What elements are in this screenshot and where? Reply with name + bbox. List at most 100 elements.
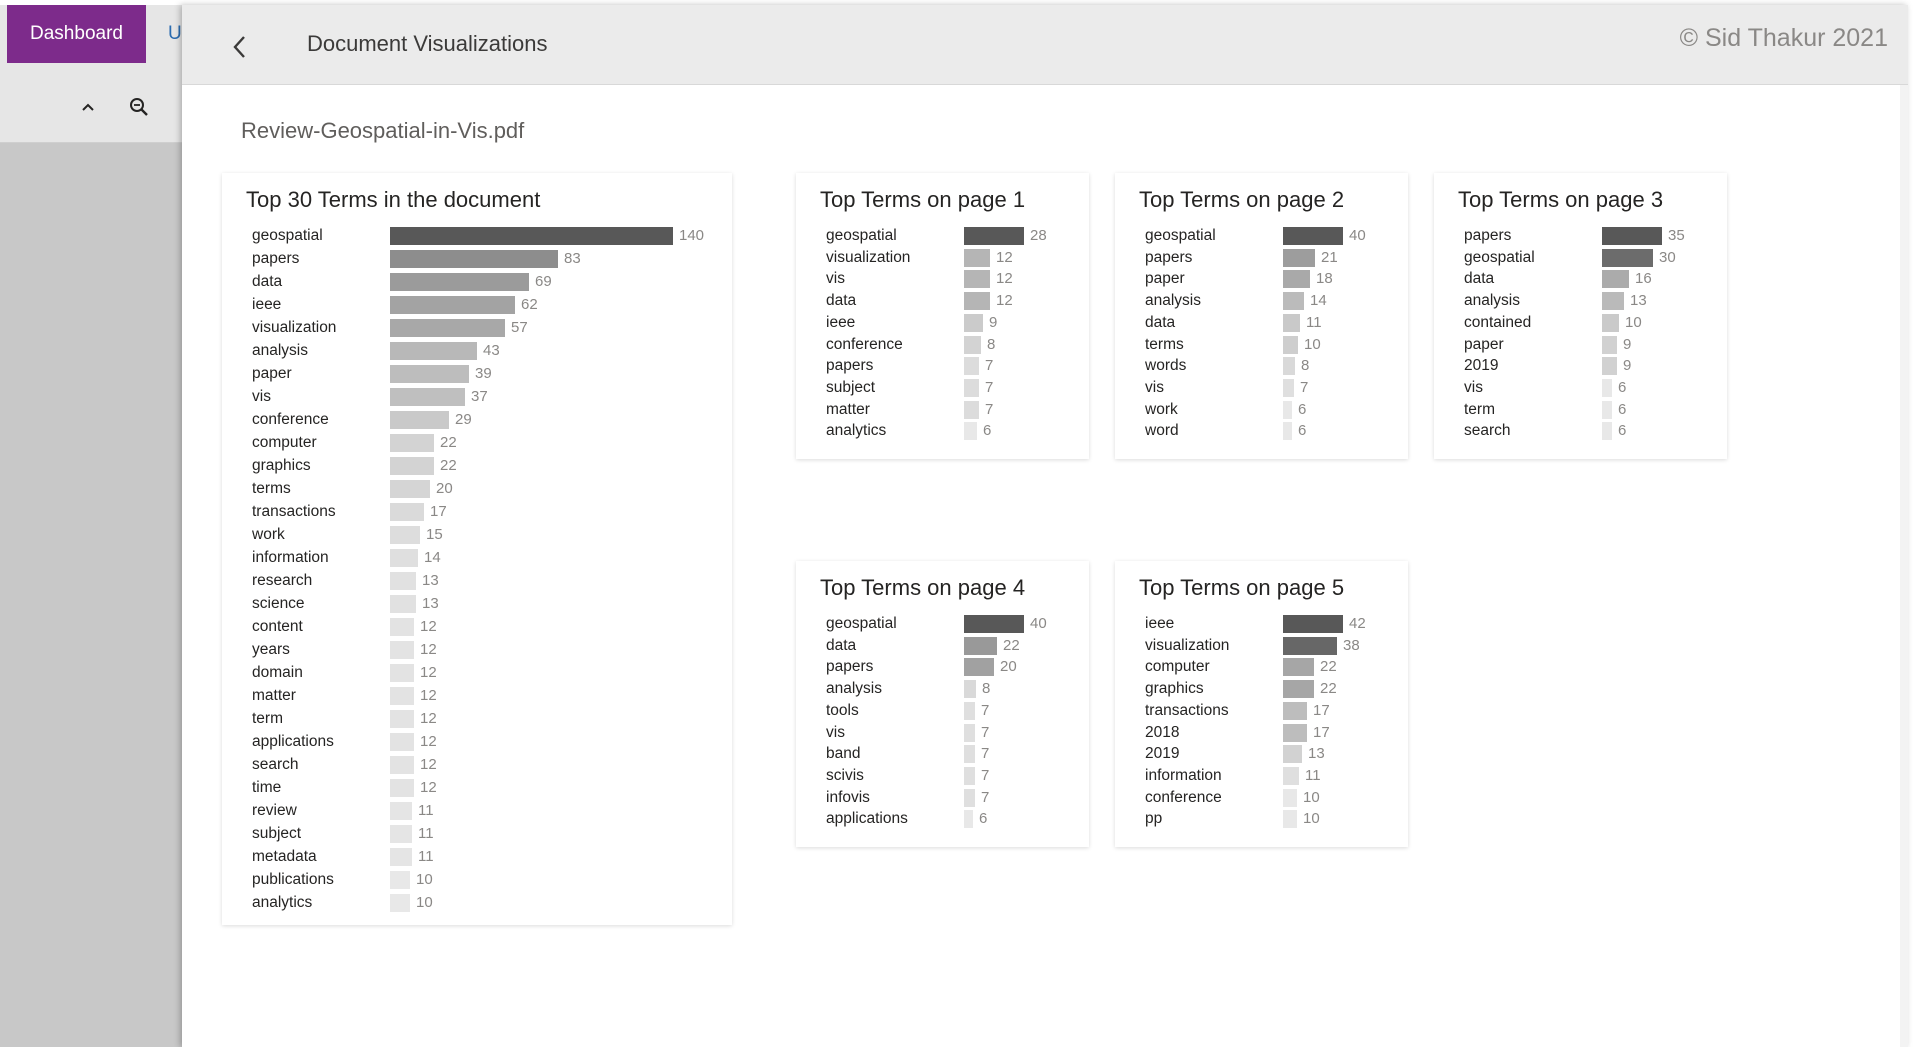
- bar[interactable]: [390, 411, 449, 429]
- bar[interactable]: [964, 400, 979, 419]
- bar-row-vis[interactable]: vis 12: [796, 269, 1089, 289]
- bar[interactable]: [390, 618, 414, 636]
- bar[interactable]: [390, 365, 469, 383]
- bar[interactable]: [1602, 227, 1662, 245]
- bar-row-subject[interactable]: subject 11: [222, 824, 732, 844]
- bar-row-time[interactable]: time 12: [222, 778, 732, 798]
- bar-row-computer[interactable]: computer 22: [222, 433, 732, 453]
- bar[interactable]: [390, 595, 416, 613]
- bar-row-analytics[interactable]: analytics 10: [222, 893, 732, 913]
- bar-row-transactions[interactable]: transactions 17: [1115, 701, 1408, 721]
- bar-row-ieee[interactable]: ieee 9: [796, 313, 1089, 333]
- bar[interactable]: [964, 227, 1024, 245]
- bar[interactable]: [390, 641, 414, 659]
- tab-dashboard[interactable]: Dashboard: [7, 5, 146, 63]
- bar-row-data[interactable]: data 16: [1434, 269, 1727, 289]
- bar-row-2019[interactable]: 2019 9: [1434, 356, 1727, 376]
- bar-row-publications[interactable]: publications 10: [222, 870, 732, 890]
- bar[interactable]: [390, 342, 477, 360]
- bar-row-words[interactable]: words 8: [1115, 356, 1408, 376]
- bar[interactable]: [1283, 292, 1304, 311]
- bar[interactable]: [390, 733, 414, 751]
- bar-row-vis[interactable]: vis 7: [796, 723, 1089, 743]
- zoom-out-button[interactable]: [121, 89, 157, 125]
- bar-row-geospatial[interactable]: geospatial 40: [1115, 226, 1408, 246]
- bar-row-2018[interactable]: 2018 17: [1115, 723, 1408, 743]
- bar-row-infovis[interactable]: infovis 7: [796, 788, 1089, 808]
- bar-row-ieee[interactable]: ieee 42: [1115, 614, 1408, 634]
- bar-row-graphics[interactable]: graphics 22: [1115, 679, 1408, 699]
- bar-row-contained[interactable]: contained 10: [1434, 313, 1727, 333]
- bar-row-ieee[interactable]: ieee 62: [222, 295, 732, 315]
- bar-row-scivis[interactable]: scivis 7: [796, 766, 1089, 786]
- bar-row-terms[interactable]: terms 10: [1115, 335, 1408, 355]
- bar-row-geospatial[interactable]: geospatial 40: [796, 614, 1089, 634]
- bar-row-papers[interactable]: papers 20: [796, 657, 1089, 677]
- bar[interactable]: [964, 292, 990, 311]
- bar[interactable]: [390, 802, 412, 820]
- bar[interactable]: [1602, 357, 1617, 376]
- bar[interactable]: [964, 313, 983, 332]
- bar-row-work[interactable]: work 15: [222, 525, 732, 545]
- bar[interactable]: [390, 756, 414, 774]
- bar[interactable]: [1283, 745, 1302, 764]
- bar-row-data[interactable]: data 11: [1115, 313, 1408, 333]
- bar[interactable]: [964, 357, 979, 376]
- bar-row-matter[interactable]: matter 7: [796, 400, 1089, 420]
- bar-row-paper[interactable]: paper 9: [1434, 335, 1727, 355]
- bar[interactable]: [390, 572, 416, 590]
- bar[interactable]: [1283, 636, 1337, 655]
- bar-row-word[interactable]: word 6: [1115, 421, 1408, 441]
- bar-row-information[interactable]: information 11: [1115, 766, 1408, 786]
- bar-row-search[interactable]: search 6: [1434, 421, 1727, 441]
- bar-row-information[interactable]: information 14: [222, 548, 732, 568]
- bar[interactable]: [1283, 378, 1294, 397]
- bar[interactable]: [1602, 270, 1629, 289]
- bar-row-visualization[interactable]: visualization 57: [222, 318, 732, 338]
- bar[interactable]: [1602, 378, 1612, 397]
- bar-row-papers[interactable]: papers 35: [1434, 226, 1727, 246]
- bar[interactable]: [1602, 400, 1612, 419]
- bar-row-subject[interactable]: subject 7: [796, 378, 1089, 398]
- bar-row-matter[interactable]: matter 12: [222, 686, 732, 706]
- bar[interactable]: [1602, 292, 1624, 311]
- bar-row-papers[interactable]: papers 83: [222, 249, 732, 269]
- bar-row-data[interactable]: data 22: [796, 636, 1089, 656]
- bar[interactable]: [390, 319, 505, 337]
- bar[interactable]: [964, 680, 976, 699]
- bar[interactable]: [964, 636, 997, 655]
- bar[interactable]: [964, 701, 975, 720]
- bar[interactable]: [390, 894, 410, 912]
- bar[interactable]: [390, 710, 414, 728]
- bar-row-analytics[interactable]: analytics 6: [796, 421, 1089, 441]
- bar[interactable]: [964, 810, 973, 829]
- bar-row-analysis[interactable]: analysis 14: [1115, 291, 1408, 311]
- bar[interactable]: [964, 248, 990, 267]
- bar-row-paper[interactable]: paper 39: [222, 364, 732, 384]
- bar[interactable]: [1602, 248, 1653, 267]
- bar-row-visualization[interactable]: visualization 38: [1115, 636, 1408, 656]
- bar-row-research[interactable]: research 13: [222, 571, 732, 591]
- bar[interactable]: [1283, 270, 1310, 289]
- bar-row-papers[interactable]: papers 21: [1115, 248, 1408, 268]
- bar[interactable]: [1602, 335, 1617, 354]
- bar-row-applications[interactable]: applications 6: [796, 809, 1089, 829]
- bar[interactable]: [1602, 422, 1612, 441]
- bar-row-vis[interactable]: vis 7: [1115, 378, 1408, 398]
- bar-row-conference[interactable]: conference 29: [222, 410, 732, 430]
- bar[interactable]: [390, 664, 414, 682]
- collapse-button[interactable]: [70, 89, 106, 125]
- bar-row-geospatial[interactable]: geospatial 28: [796, 226, 1089, 246]
- bar-row-years[interactable]: years 12: [222, 640, 732, 660]
- bar-row-vis[interactable]: vis 6: [1434, 378, 1727, 398]
- bar[interactable]: [964, 658, 994, 677]
- bar[interactable]: [1283, 357, 1295, 376]
- bar[interactable]: [390, 457, 434, 475]
- bar-row-tools[interactable]: tools 7: [796, 701, 1089, 721]
- bar[interactable]: [390, 250, 558, 268]
- bar[interactable]: [1283, 658, 1314, 677]
- bar-row-data[interactable]: data 12: [796, 291, 1089, 311]
- bar-row-applications[interactable]: applications 12: [222, 732, 732, 752]
- bar[interactable]: [390, 434, 434, 452]
- bar-row-metadata[interactable]: metadata 11: [222, 847, 732, 867]
